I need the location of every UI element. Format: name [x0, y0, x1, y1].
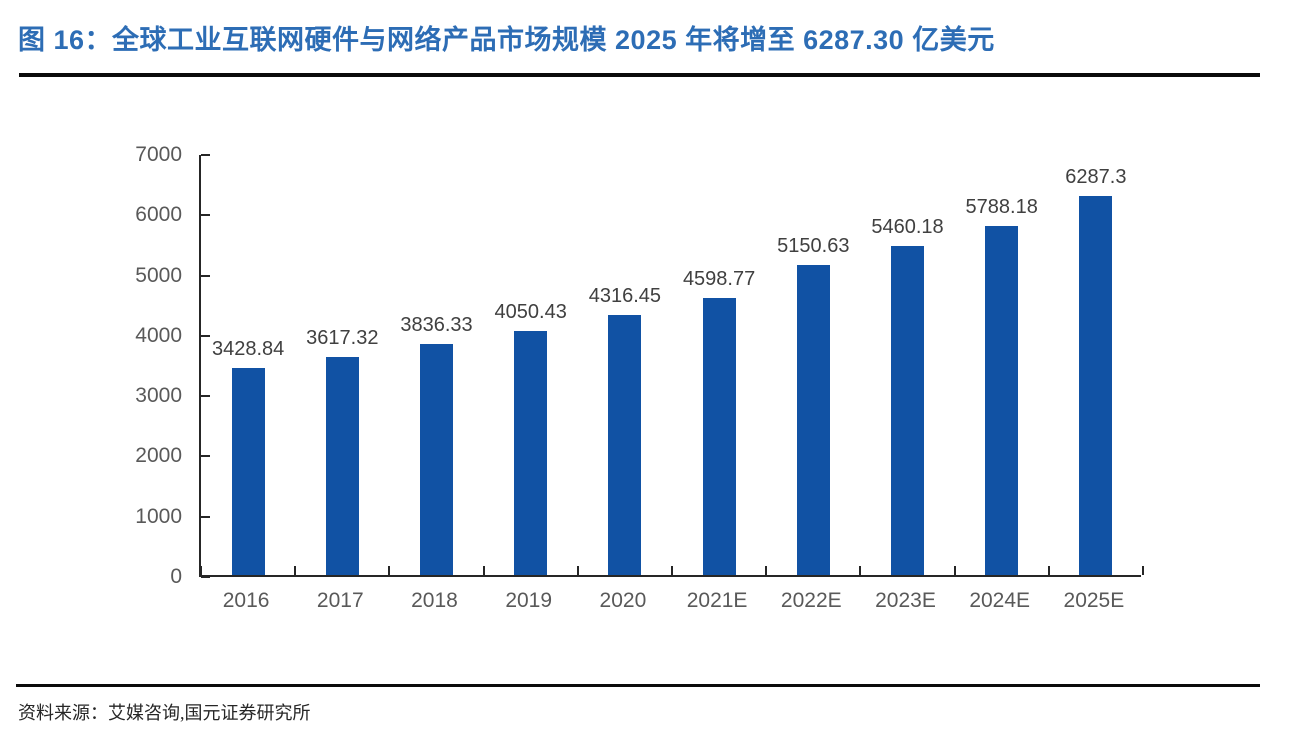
x-axis-category-label: 2022E [780, 589, 842, 612]
x-axis-category-label: 2025E [1063, 589, 1125, 612]
source-note: 资料来源：艾媒咨询,国元证券研究所 [18, 699, 311, 725]
y-axis-tick [201, 576, 210, 578]
bar-2020 [608, 314, 642, 575]
y-axis-tick-label: 4000 [135, 323, 182, 347]
x-axis-tick [1047, 566, 1050, 575]
x-axis-category-label: 2018 [411, 589, 458, 612]
x-axis-category-label: 2017 [316, 589, 364, 612]
x-axis-category-label: 2019 [505, 589, 553, 612]
x-axis-tick [482, 566, 485, 575]
bar-value-label: 5460.18 [871, 215, 944, 238]
plot-area: 3428.84 3617.32 3836.33 4050.43 4316.45 4598.… [199, 154, 1144, 578]
y-axis-tick-label: 1000 [135, 504, 182, 528]
bar-2022E [796, 264, 830, 575]
bar-value-label: 6287.3 [1065, 165, 1127, 188]
bar-2023E [891, 245, 924, 575]
y-axis-tick-label: 3000 [135, 384, 182, 408]
x-axis-category-label: 2024E [969, 589, 1031, 612]
bar-value-label: 5788.18 [965, 196, 1038, 219]
x-axis-tick [765, 566, 768, 575]
x-axis-tick [859, 566, 862, 575]
x-axis-labels: 2016 2017 2018 2019 2020 2021E 2022E 2023E 2024E… [199, 589, 1141, 619]
y-axis-tick [201, 154, 210, 156]
y-axis-tick-label: 2000 [135, 444, 182, 468]
bar-value-label: 3428.84 [211, 338, 285, 361]
x-axis-tick [576, 566, 579, 575]
bar-value-label: 4598.77 [682, 267, 756, 290]
bar-value-label: 4316.45 [588, 284, 662, 307]
y-axis-tick [201, 214, 210, 217]
x-axis-tick [294, 566, 297, 575]
bar-2017 [325, 356, 359, 575]
y-axis-labels: 0 1000 2000 3000 4000 5000 6000 7000 [60, 143, 182, 588]
y-axis-tick-label: 7000 [135, 143, 182, 166]
source-label: 资料来源： [18, 703, 108, 723]
bar-2025E [1079, 195, 1113, 575]
bar-value-label: 4050.43 [494, 300, 567, 323]
y-axis-tick [201, 274, 210, 277]
source-text: 艾媒咨询,国元证券研究所 [108, 703, 311, 723]
bottom-divider-line [16, 684, 1260, 687]
x-axis-tick [388, 566, 391, 575]
x-axis-tick [1142, 566, 1144, 575]
x-axis-tick [671, 566, 673, 575]
bar-2019 [514, 330, 548, 575]
x-axis-category-label: 2023E [875, 589, 936, 612]
y-axis-tick [201, 515, 210, 518]
y-axis-tick [201, 455, 210, 458]
y-axis-tick-label: 5000 [135, 263, 182, 287]
top-divider-line [19, 73, 1260, 77]
x-axis-category-label: 2021E [686, 589, 748, 612]
bar-2018 [420, 343, 453, 575]
x-axis-category-label: 2020 [599, 589, 647, 612]
x-axis-tick [200, 566, 202, 575]
bar-value-label: 5150.63 [777, 234, 850, 257]
y-axis-tick [201, 334, 210, 337]
x-axis-category-label: 2016 [222, 589, 270, 612]
y-axis-tick [201, 395, 210, 398]
figure-title: 图 16：全球工业互联网硬件与网络产品市场规模 2025 年将增至 6287.3… [18, 25, 995, 55]
bar-value-label: 3836.33 [400, 313, 473, 336]
bar-value-label: 3617.32 [306, 326, 379, 349]
bar-2016 [231, 368, 265, 575]
bar-2024E [985, 226, 1019, 575]
y-axis-tick-label: 6000 [135, 203, 182, 227]
x-axis-tick [953, 566, 956, 575]
y-axis-tick-label: 0 [170, 565, 182, 588]
bar-2021E [702, 297, 736, 575]
